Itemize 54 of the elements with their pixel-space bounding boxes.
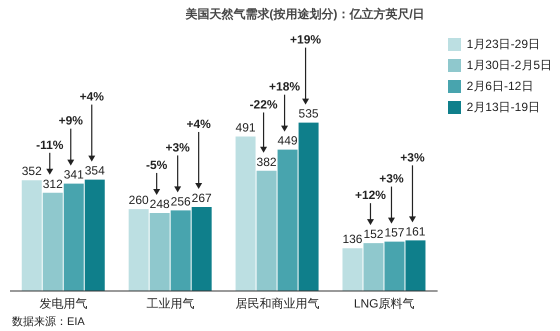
annotation: +3% [379, 172, 404, 186]
data-label: 352 [22, 164, 42, 178]
annotation: +3% [400, 150, 425, 164]
chart-title: 美国天然气需求(按用途划分)：亿立方英尺/日 [184, 6, 426, 23]
bar [150, 212, 170, 291]
bar [256, 170, 277, 291]
data-label: 256 [170, 194, 191, 208]
bar [22, 180, 42, 291]
bar [192, 206, 212, 291]
x-tick-label: LNG原料气 [354, 296, 415, 311]
data-label: 341 [64, 168, 84, 182]
bar [236, 136, 256, 291]
text: +19% [290, 32, 322, 47]
legend-label: 1月23日-29日 [466, 36, 540, 53]
legend-label: 2月6日-12日 [466, 78, 534, 95]
bar [363, 243, 384, 291]
bar [64, 184, 84, 291]
x-tick-label: 工业用气 [146, 296, 194, 311]
x-tick-label: 发电用气 [39, 296, 88, 311]
data-label: 312 [42, 176, 64, 191]
bar [405, 240, 426, 291]
annotation: +4% [186, 116, 212, 131]
bar [170, 210, 191, 291]
bar [84, 180, 105, 291]
annotation: -11% [36, 138, 64, 152]
data-label: 449 [278, 134, 298, 148]
legend-label: 2月13日-19日 [466, 99, 540, 116]
x-tick-label: 居民和商业用气 [235, 296, 320, 311]
bar [298, 122, 319, 291]
data-label: 354 [84, 164, 106, 178]
bar [42, 192, 63, 291]
data-label: 152 [363, 227, 384, 242]
data-label: 248 [150, 196, 170, 211]
data-label: 382 [256, 154, 277, 169]
text: -22% [250, 97, 278, 112]
bar [384, 242, 404, 291]
data-label: 136 [342, 232, 363, 246]
legend-label: 1月30日-2月5日 [466, 57, 552, 74]
source-note: 数据来源：EIA [12, 315, 85, 329]
annotation: +9% [58, 114, 84, 128]
data-label: 491 [236, 120, 256, 134]
data-label: 260 [128, 193, 149, 208]
bar [342, 248, 362, 291]
text: +4% [80, 90, 104, 104]
data-label: 267 [192, 190, 212, 205]
data-label: 161 [405, 224, 426, 238]
bar [278, 150, 298, 291]
annotation: +3% [165, 140, 190, 154]
bar [128, 209, 149, 291]
text: +18% [269, 80, 300, 94]
annotation: +12% [354, 188, 386, 202]
data-label: 157 [384, 226, 405, 240]
data-label: 535 [298, 106, 319, 121]
annotation: -5% [146, 158, 168, 172]
